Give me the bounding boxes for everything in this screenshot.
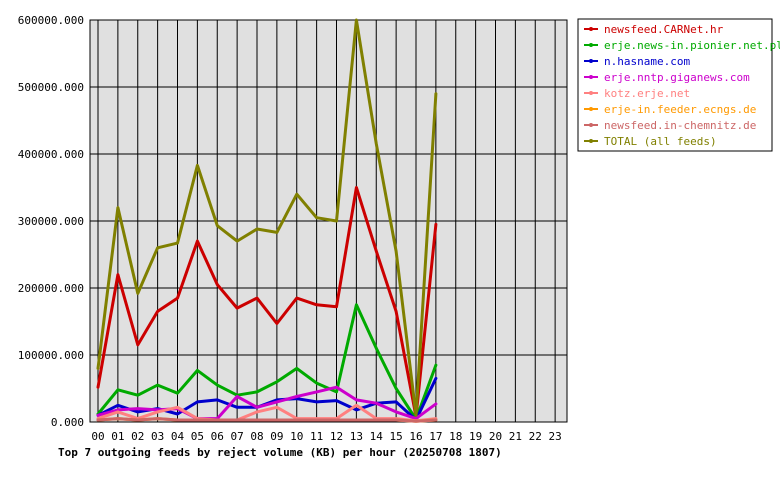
x-tick-label: 18 [449, 430, 462, 443]
legend-box [577, 18, 773, 152]
legend-entry: erje-in.feeder.ecngs.de [604, 103, 756, 116]
y-axis-ticks: 0.000 100000.000 200000.000 300000.000 40000… [18, 14, 84, 429]
legend-marker [589, 91, 593, 95]
y-tick-label: 500000.000 [18, 81, 84, 94]
y-tick-label: 300000.000 [18, 215, 84, 228]
x-tick-label: 14 [370, 430, 384, 443]
x-tick-label: 08 [250, 430, 263, 443]
series-line-erje-news-in-pionier-net-pl [96, 303, 438, 421]
x-tick-label: 15 [390, 430, 403, 443]
x-axis-ticks: 00 01 02 03 04 05 06 07 08 09 10 11 12 13 14 15 16 17 18 19… [91, 430, 561, 443]
x-tick-label: 11 [310, 430, 323, 443]
x-tick-label: 07 [231, 430, 244, 443]
series-lines [96, 18, 438, 423]
x-tick-label: 00 [91, 430, 104, 443]
y-tick-label: 0.000 [51, 416, 84, 429]
y-tick-label: 400000.000 [18, 148, 84, 161]
x-tick-label: 21 [509, 430, 522, 443]
x-tick-label: 04 [171, 430, 185, 443]
y-tick-label: 600000.000 [18, 14, 84, 27]
x-tick-label: 02 [131, 430, 144, 443]
x-tick-label: 19 [469, 430, 482, 443]
x-tick-label: 06 [211, 430, 224, 443]
legend-entry: kotz.erje.net [604, 87, 690, 100]
y-tick-label: 200000.000 [18, 282, 84, 295]
x-tick-label: 13 [350, 430, 363, 443]
series-line-newsfeed-carnet-hr [96, 186, 438, 419]
x-tick-label: 12 [330, 430, 343, 443]
legend-marker [589, 43, 593, 47]
legend-entry: erje.nntp.giganews.com [604, 71, 750, 84]
x-tick-label: 22 [529, 430, 542, 443]
legend-entry: newsfeed.in-chemnitz.de [604, 119, 756, 132]
legend-entry: newsfeed.CARNet.hr [604, 23, 724, 36]
x-tick-label: 01 [111, 430, 124, 443]
series-line-erje-nntp-giganews-com [96, 385, 438, 421]
x-tick-label: 03 [151, 430, 164, 443]
legend-entry: TOTAL (all feeds) [604, 135, 717, 148]
chart-title: Top 7 outgoing feeds by reject volume (K… [58, 446, 502, 459]
x-tick-label: 09 [270, 430, 283, 443]
legend-marker [589, 75, 593, 79]
legend-entry: erje.news-in.pionier.net.pl [604, 39, 780, 52]
legend-marker [589, 59, 593, 63]
x-tick-label: 10 [290, 430, 303, 443]
legend-marker [589, 139, 593, 143]
series-line-newsfeed-in-chemnitz-de [96, 417, 438, 423]
x-tick-label: 23 [549, 430, 562, 443]
x-tick-label: 16 [409, 430, 422, 443]
plot-area [89, 19, 568, 423]
legend: newsfeed.CARNet.hr erje.news-in.pionier.n… [577, 18, 780, 152]
legend-entry: n.hasname.com [604, 55, 690, 68]
legend-marker [589, 107, 593, 111]
y-tick-label: 100000.000 [18, 349, 84, 362]
x-tick-label: 20 [489, 430, 502, 443]
legend-marker [589, 27, 593, 31]
x-tick-label: 05 [191, 430, 204, 443]
legend-marker [589, 123, 593, 127]
x-tick-label: 17 [429, 430, 442, 443]
series-line-total-all-feeds [96, 18, 438, 417]
